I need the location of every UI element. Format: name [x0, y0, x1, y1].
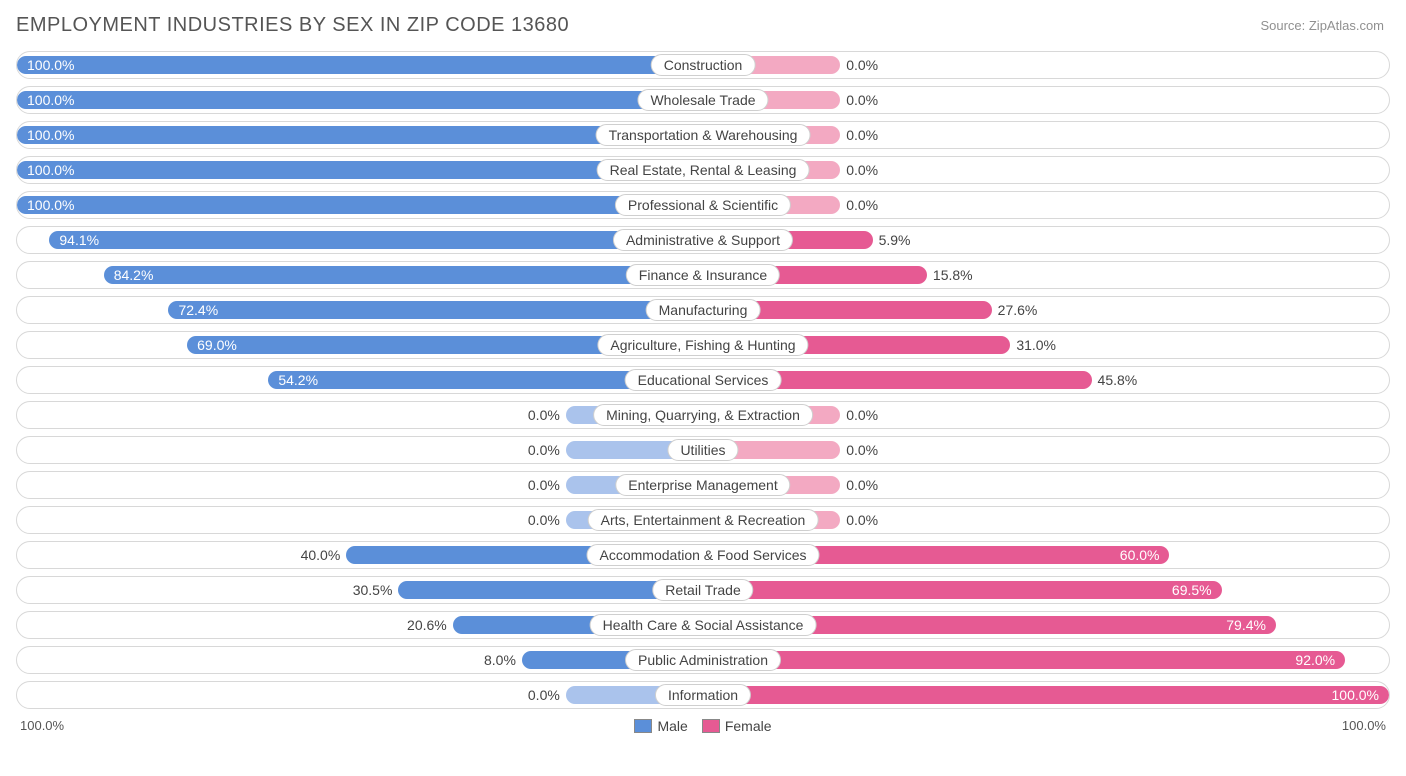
male-pct-label: 100.0%	[27, 162, 74, 178]
male-pct-label: 40.0%	[301, 547, 341, 563]
category-label: Real Estate, Rental & Leasing	[597, 159, 810, 181]
female-pct-label: 0.0%	[846, 162, 878, 178]
male-pct-label: 84.2%	[114, 267, 154, 283]
category-label: Professional & Scientific	[615, 194, 791, 216]
chart-container: EMPLOYMENT INDUSTRIES BY SEX IN ZIP CODE…	[0, 0, 1406, 744]
category-label: Information	[655, 684, 751, 706]
male-pct-label: 0.0%	[528, 687, 560, 703]
category-label: Arts, Entertainment & Recreation	[588, 509, 819, 531]
category-label: Educational Services	[625, 369, 782, 391]
female-pct-label: 15.8%	[933, 267, 973, 283]
male-pct-label: 100.0%	[27, 197, 74, 213]
category-label: Accommodation & Food Services	[587, 544, 820, 566]
source-attribution: Source: ZipAtlas.com	[1260, 18, 1384, 33]
female-pct-label: 79.4%	[1226, 617, 1266, 633]
category-label: Transportation & Warehousing	[596, 124, 811, 146]
category-label: Wholesale Trade	[637, 89, 768, 111]
female-pct-label: 45.8%	[1098, 372, 1138, 388]
chart-row: Administrative & Support 94.1% 5.9%	[16, 226, 1390, 254]
chart-row: Mining, Quarrying, & Extraction 0.0% 0.0%	[16, 401, 1390, 429]
female-pct-label: 0.0%	[846, 512, 878, 528]
category-label: Health Care & Social Assistance	[590, 614, 817, 636]
male-pct-label: 72.4%	[178, 302, 218, 318]
chart-row: Finance & Insurance 84.2% 15.8%	[16, 261, 1390, 289]
female-pct-label: 69.5%	[1172, 582, 1212, 598]
female-pct-label: 0.0%	[846, 57, 878, 73]
female-pct-label: 0.0%	[846, 442, 878, 458]
category-label: Public Administration	[625, 649, 781, 671]
category-label: Utilities	[667, 439, 738, 461]
female-pct-label: 0.0%	[846, 197, 878, 213]
female-pct-label: 0.0%	[846, 92, 878, 108]
chart-row: Information 0.0% 100.0%	[16, 681, 1390, 709]
female-pct-label: 0.0%	[846, 477, 878, 493]
female-pct-label: 92.0%	[1295, 652, 1335, 668]
chart-row: Educational Services 54.2% 45.8%	[16, 366, 1390, 394]
male-pct-label: 0.0%	[528, 442, 560, 458]
female-pct-label: 0.0%	[846, 127, 878, 143]
female-pct-label: 31.0%	[1016, 337, 1056, 353]
category-label: Enterprise Management	[615, 474, 790, 496]
male-pct-label: 30.5%	[353, 582, 393, 598]
axis-right-label: 100.0%	[1342, 718, 1386, 734]
chart-row: Wholesale Trade 100.0% 0.0%	[16, 86, 1390, 114]
male-pct-label: 100.0%	[27, 127, 74, 143]
male-pct-label: 100.0%	[27, 92, 74, 108]
axis-left-label: 100.0%	[20, 718, 64, 734]
chart-row: Health Care & Social Assistance 20.6% 79.4…	[16, 611, 1390, 639]
male-pct-label: 0.0%	[528, 512, 560, 528]
category-label: Construction	[651, 54, 756, 76]
category-label: Mining, Quarrying, & Extraction	[593, 404, 813, 426]
category-label: Agriculture, Fishing & Hunting	[597, 334, 808, 356]
male-swatch	[634, 719, 652, 733]
axis-labels: 100.0% Male Female 100.0%	[16, 716, 1390, 734]
female-pct-label: 5.9%	[879, 232, 911, 248]
chart-row: Enterprise Management 0.0% 0.0%	[16, 471, 1390, 499]
category-label: Manufacturing	[646, 299, 761, 321]
chart-row: Agriculture, Fishing & Hunting 69.0% 31.0%	[16, 331, 1390, 359]
male-pct-label: 54.2%	[278, 372, 318, 388]
chart-row: Transportation & Warehousing 100.0% 0.0%	[16, 121, 1390, 149]
male-pct-label: 100.0%	[27, 57, 74, 73]
category-label: Finance & Insurance	[626, 264, 780, 286]
chart-row: Arts, Entertainment & Recreation 0.0% 0.0%	[16, 506, 1390, 534]
category-label: Administrative & Support	[613, 229, 793, 251]
male-pct-label: 20.6%	[407, 617, 447, 633]
chart-row: Construction 100.0% 0.0%	[16, 51, 1390, 79]
male-pct-label: 0.0%	[528, 407, 560, 423]
chart-row: Professional & Scientific 100.0% 0.0%	[16, 191, 1390, 219]
male-pct-label: 94.1%	[59, 232, 99, 248]
male-pct-label: 8.0%	[484, 652, 516, 668]
female-pct-label: 100.0%	[1332, 687, 1379, 703]
chart-row: Public Administration 8.0% 92.0%	[16, 646, 1390, 674]
chart-row: Utilities 0.0% 0.0%	[16, 436, 1390, 464]
male-pct-label: 69.0%	[197, 337, 237, 353]
chart-rows: Construction 100.0% 0.0% Wholesale Trade 100…	[16, 51, 1390, 709]
legend: Male Female	[634, 718, 771, 734]
female-pct-label: 0.0%	[846, 407, 878, 423]
category-label: Retail Trade	[652, 579, 753, 601]
legend-male: Male	[634, 718, 687, 734]
male-pct-label: 0.0%	[528, 477, 560, 493]
legend-female: Female	[702, 718, 772, 734]
chart-row: Real Estate, Rental & Leasing 100.0% 0.0%	[16, 156, 1390, 184]
chart-title: EMPLOYMENT INDUSTRIES BY SEX IN ZIP CODE…	[16, 14, 1390, 37]
female-pct-label: 27.6%	[998, 302, 1038, 318]
chart-row: Retail Trade 30.5% 69.5%	[16, 576, 1390, 604]
female-swatch	[702, 719, 720, 733]
female-pct-label: 60.0%	[1120, 547, 1160, 563]
chart-row: Accommodation & Food Services 40.0% 60.0%	[16, 541, 1390, 569]
chart-row: Manufacturing 72.4% 27.6%	[16, 296, 1390, 324]
